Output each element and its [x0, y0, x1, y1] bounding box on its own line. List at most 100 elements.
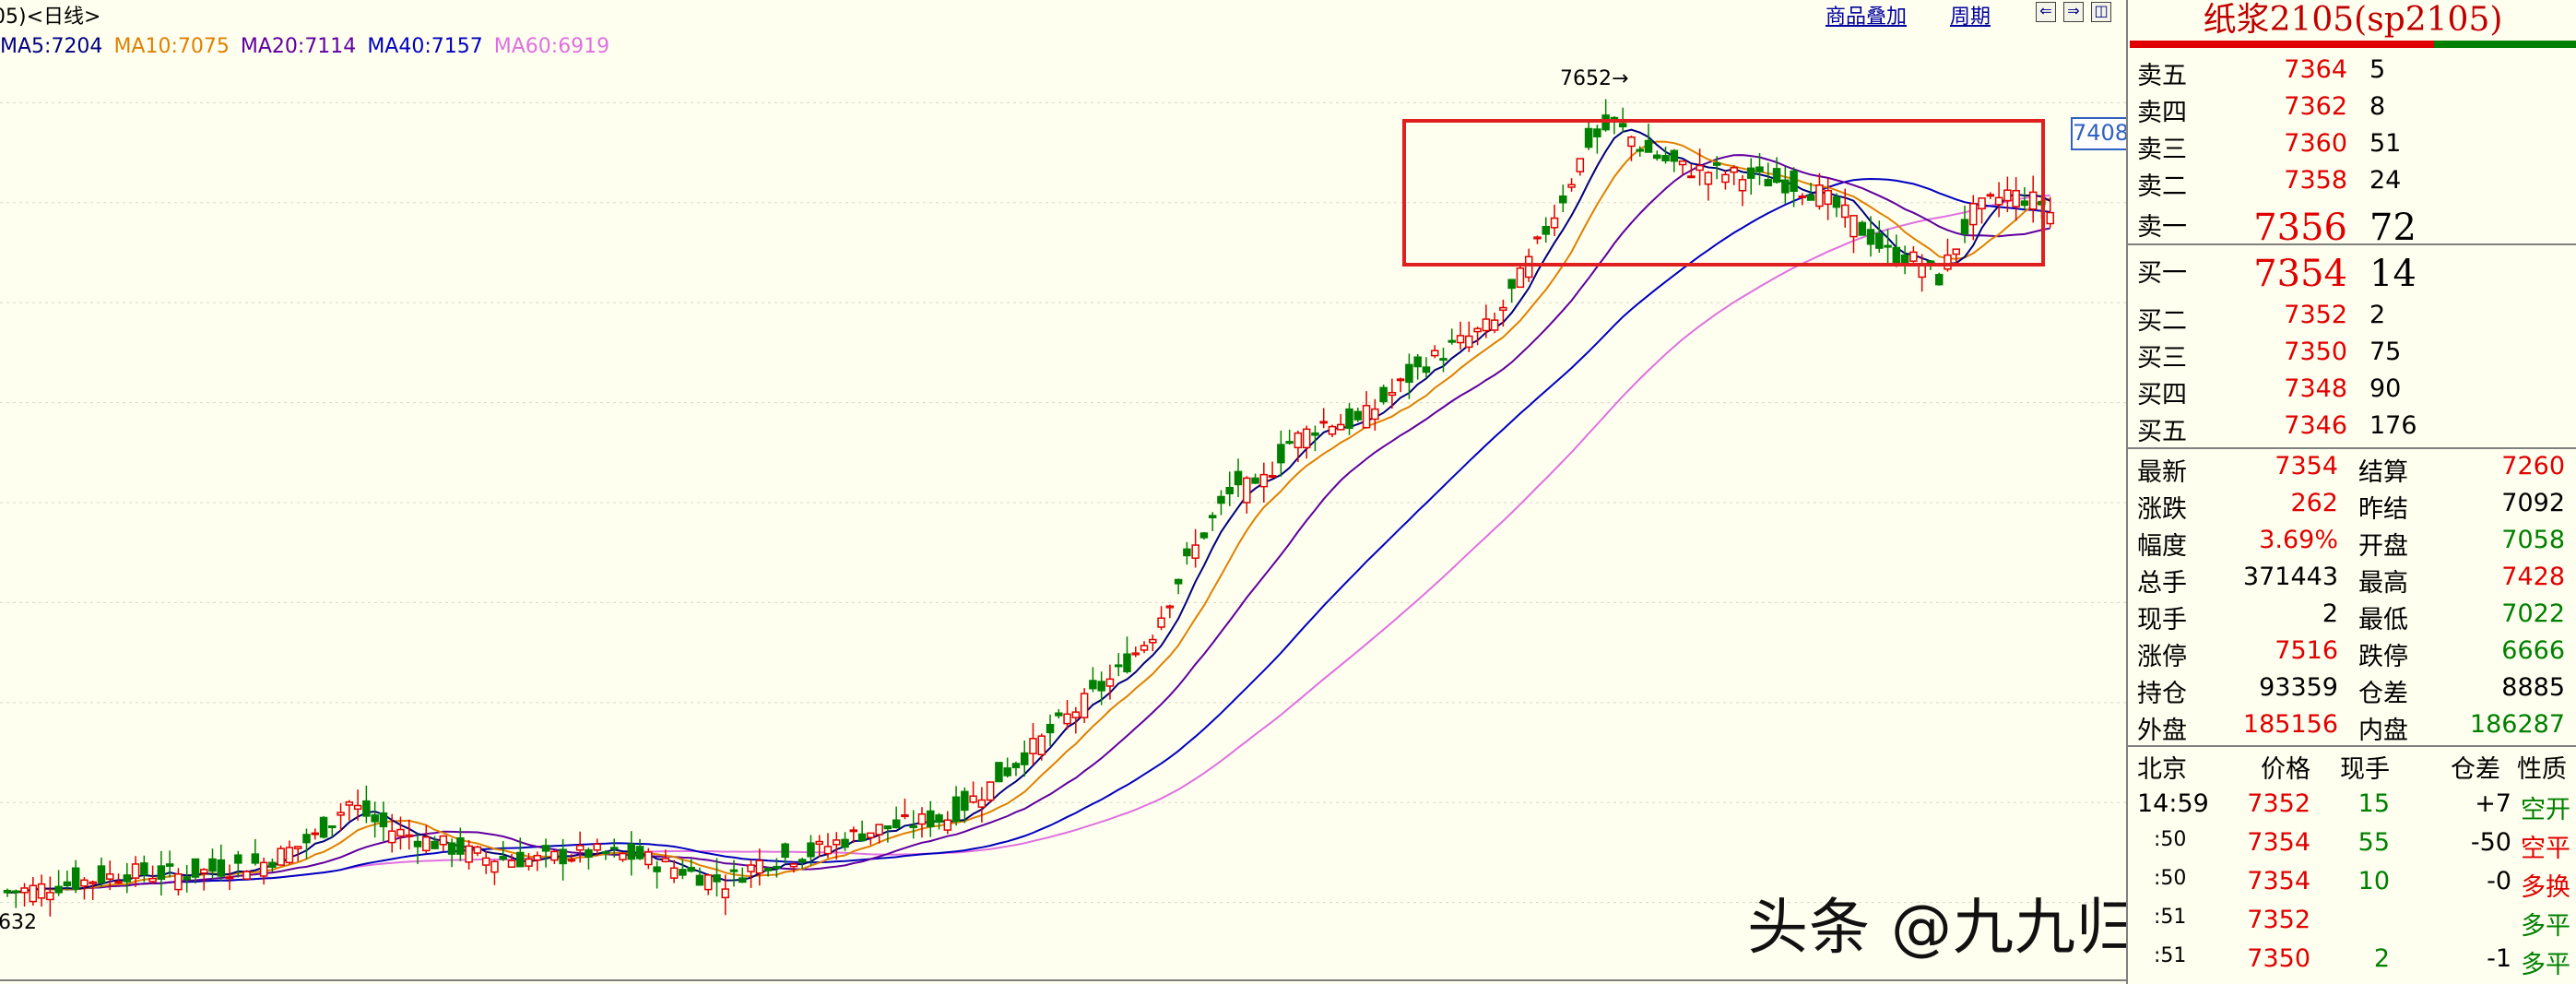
tick-time: 14:59: [2137, 789, 2209, 818]
candle: [550, 849, 559, 864]
candle: [695, 867, 704, 886]
stat-label: 涨跌: [2137, 495, 2187, 524]
candle: [1576, 158, 1585, 176]
level-label: 买四: [2137, 381, 2187, 409]
tick-header-vol: 现手: [2340, 755, 2390, 784]
candle: [1448, 328, 1457, 345]
candle: [559, 838, 567, 881]
candle: [225, 864, 234, 891]
candle: [1858, 220, 1867, 236]
bids-level-row[interactable]: 买四 7348 90: [2128, 374, 2576, 411]
nav-left-icon[interactable]: ⇐: [2036, 2, 2056, 22]
stat-row: 持仓 93359 仓差 8885: [2128, 673, 2576, 710]
tick-row: :50 7354 55 -50 空平: [2128, 828, 2576, 865]
candle: [1302, 425, 1311, 459]
bids-level-row[interactable]: 买一 7354 14: [2128, 253, 2576, 295]
candle: [1593, 124, 1601, 154]
candle: [823, 833, 833, 859]
candle: [413, 833, 422, 864]
candle: [131, 856, 140, 887]
candle: [1353, 408, 1363, 422]
tick-volume: 10: [2357, 867, 2390, 895]
asks-level-row[interactable]: 卖三 7360 51: [2128, 129, 2576, 166]
ma-legend-item: MA60:6919: [493, 35, 610, 58]
stat-value: 7354: [2275, 452, 2338, 480]
window-toggle-icon[interactable]: ◫: [2091, 2, 2111, 22]
candle: [1994, 182, 2003, 218]
asks-level-row[interactable]: 卖二 7358 24: [2128, 166, 2576, 203]
kline-chart[interactable]: [0, 0, 2126, 984]
candle: [1379, 385, 1388, 405]
overlay-commodity-menu[interactable]: 商品叠加: [1826, 6, 1908, 29]
stat-label: 开盘: [2358, 532, 2408, 561]
level-label: 买二: [2137, 307, 2187, 336]
tick-time: :51: [2154, 906, 2187, 929]
bids-level-row[interactable]: 买五 7346 176: [2128, 411, 2576, 448]
ma-legend-item: MA5:7204: [0, 35, 103, 58]
candle: [593, 838, 601, 857]
candle: [123, 862, 132, 894]
candle: [1465, 321, 1473, 352]
candle: [763, 866, 773, 877]
candle: [1319, 408, 1328, 429]
nav-right-icon[interactable]: ⇒: [2063, 2, 2084, 22]
candle: [1499, 299, 1507, 327]
tick-nature: 多换: [2521, 873, 2570, 902]
ma-line-ma40: [7, 177, 2050, 894]
candle: [1670, 148, 1679, 172]
ma-legend: MA5:7204 MA10:7075 MA20:7114 MA40:7157 MA60:…: [0, 35, 620, 58]
stat-row: 涨停 7516 跌停 6666: [2128, 636, 2576, 673]
candle: [1849, 215, 1858, 254]
candle: [1909, 245, 1918, 263]
bids-level-row[interactable]: 买二 7352 2: [2128, 301, 2576, 338]
candle: [815, 835, 823, 858]
candle: [1174, 578, 1183, 595]
quote-panel: 纸浆2105(sp2105) 卖五 7364 5 卖四 7362 8 卖三 7360 51 卖二 7…: [2126, 0, 2576, 984]
candle: [713, 858, 721, 897]
stat-label: 涨停: [2137, 643, 2187, 671]
level-volume: 8: [2369, 92, 2386, 121]
chart-period-title: 05)<日线>: [0, 6, 101, 29]
candle: [1055, 708, 1063, 719]
tick-time: :51: [2154, 944, 2187, 967]
candle: [490, 860, 499, 885]
candle: [798, 857, 807, 870]
candle: [1165, 604, 1175, 619]
candle: [627, 831, 636, 876]
candle: [977, 787, 987, 823]
candle: [1721, 171, 1730, 190]
candle: [1747, 158, 1755, 196]
asks-level-row[interactable]: 卖四 7362 8: [2128, 92, 2576, 129]
candle: [669, 860, 679, 883]
tick-header-diff: 仓差: [2451, 755, 2500, 784]
candle: [1149, 634, 1157, 652]
candle: [995, 762, 1003, 783]
bids-level-row[interactable]: 买三 7350 75: [2128, 338, 2576, 374]
candle: [1781, 166, 1790, 204]
kline-chart-area[interactable]: 05)<日线> 商品叠加 周期 ⇐ ⇒ ◫ MA5:7204 MA10:7075 M…: [0, 0, 2508, 984]
candle: [1208, 512, 1217, 531]
candle: [619, 851, 627, 862]
candle: [302, 828, 311, 860]
tick-row: :51 7350 2 -1 多平: [2128, 944, 2576, 981]
period-menu[interactable]: 周期: [1950, 6, 1991, 29]
stat-value: 7428: [2501, 563, 2565, 591]
asks-level-row[interactable]: 卖五 7364 5: [2128, 55, 2576, 92]
candle: [986, 781, 995, 803]
level-volume: 51: [2369, 129, 2402, 158]
stat-row: 外盘 185156 内盘 186287: [2128, 710, 2576, 747]
candle: [1969, 195, 1978, 241]
candle: [575, 831, 585, 863]
asks-level-row[interactable]: 卖一 7356 72: [2128, 207, 2576, 249]
tick-row: :51 7352 多平: [2128, 906, 2576, 943]
candle: [1234, 458, 1243, 498]
candle: [1559, 184, 1567, 213]
level-price: 7348: [2284, 374, 2347, 403]
candle: [1738, 174, 1747, 207]
candle: [961, 788, 969, 824]
candle: [54, 870, 63, 896]
tick-nature: 多平: [2521, 912, 2570, 941]
stat-row: 总手 371443 最高 7428: [2128, 563, 2576, 599]
candle: [251, 838, 260, 866]
candle: [653, 860, 661, 889]
